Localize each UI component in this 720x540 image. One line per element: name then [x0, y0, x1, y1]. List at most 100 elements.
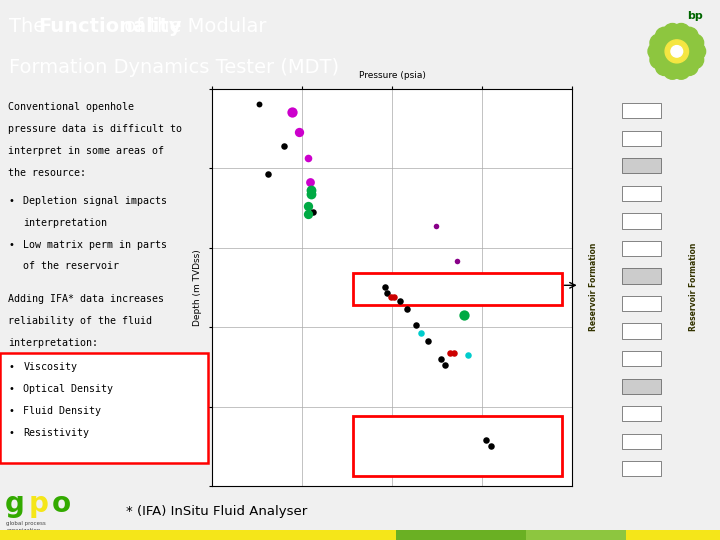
Point [293, 128, 305, 137]
Point [286, 108, 297, 117]
Bar [622, 158, 661, 173]
Text: •: • [9, 362, 14, 372]
Circle shape [672, 24, 690, 41]
Point [480, 436, 492, 444]
Point [462, 350, 474, 359]
Bar [622, 461, 661, 476]
Text: of the Modular: of the Modular [118, 17, 267, 36]
Point [262, 170, 274, 178]
Point [439, 361, 451, 369]
Bar [626, 530, 720, 540]
Point [384, 293, 396, 301]
Text: Low matrix perm in parts: Low matrix perm in parts [23, 240, 167, 249]
Bar [622, 296, 661, 311]
Point [304, 178, 315, 186]
Text: the resource:: the resource: [9, 168, 86, 178]
Point [307, 207, 319, 216]
Point [423, 336, 434, 345]
Text: global process: global process [6, 521, 46, 526]
Text: interpretation: interpretation [23, 218, 107, 228]
Text: pressure data is difficult to: pressure data is difficult to [9, 124, 182, 134]
Text: Adding IFA* data increases: Adding IFA* data increases [9, 294, 164, 304]
Point [389, 293, 400, 301]
Y-axis label: Depth (m TVDss): Depth (m TVDss) [193, 249, 202, 326]
Text: Viscosity: Viscosity [23, 362, 77, 372]
Circle shape [671, 45, 683, 57]
Text: o: o [52, 490, 71, 518]
Bar [622, 131, 661, 146]
Point [394, 297, 405, 306]
Circle shape [650, 51, 668, 69]
Bar [622, 268, 661, 284]
Circle shape [688, 43, 706, 60]
Text: of the reservoir: of the reservoir [23, 261, 120, 272]
Point [485, 442, 497, 450]
Text: g: g [5, 490, 25, 518]
Text: Depletion signal impacts: Depletion signal impacts [23, 196, 167, 206]
Circle shape [663, 62, 681, 79]
Text: The: The [9, 17, 52, 36]
Bar [622, 351, 661, 366]
Text: Optical Density: Optical Density [23, 384, 113, 394]
Bar [622, 103, 661, 118]
Circle shape [672, 62, 690, 79]
Circle shape [680, 58, 698, 76]
Bar [622, 241, 661, 256]
Point [302, 154, 313, 163]
Bar [353, 416, 562, 476]
Circle shape [685, 34, 703, 52]
Point [415, 329, 427, 338]
Circle shape [685, 51, 703, 69]
Point [410, 321, 422, 329]
Text: reliability of the fluid: reliability of the fluid [9, 316, 153, 326]
Text: Resistivity: Resistivity [23, 428, 89, 437]
Point [459, 311, 470, 320]
Point [448, 348, 459, 357]
Text: p: p [29, 490, 49, 518]
Point [279, 142, 290, 151]
Bar [526, 530, 626, 540]
Point [302, 210, 313, 218]
Point [253, 100, 265, 109]
Text: organization: organization [6, 528, 41, 533]
Bar [0, 353, 208, 463]
Text: bp: bp [687, 11, 703, 21]
Bar [622, 323, 661, 339]
Text: Functionality: Functionality [37, 17, 181, 36]
Text: •: • [9, 428, 14, 437]
Text: Reservoir Formation: Reservoir Formation [689, 243, 698, 332]
Circle shape [665, 40, 688, 63]
Point [451, 257, 463, 266]
Text: •: • [9, 406, 14, 416]
Bar [622, 213, 661, 228]
Circle shape [650, 34, 668, 52]
Point [401, 305, 413, 313]
Point [382, 289, 393, 298]
Text: Reservoir Formation: Reservoir Formation [590, 243, 598, 332]
X-axis label: Pressure (psia): Pressure (psia) [359, 71, 426, 80]
Text: •: • [9, 196, 14, 206]
Text: * (IFA) InSitu Fluid Analyser: * (IFA) InSitu Fluid Analyser [126, 505, 307, 518]
Point [435, 354, 446, 363]
Bar [0, 530, 396, 540]
Bar [353, 273, 562, 305]
Text: •: • [9, 240, 14, 249]
Point [305, 190, 317, 198]
Bar [622, 186, 661, 201]
Point [305, 186, 317, 194]
Bar [622, 434, 661, 449]
Point [302, 201, 313, 210]
Bar [622, 379, 661, 394]
Text: interpretation:: interpretation: [9, 338, 99, 348]
Point [430, 221, 441, 230]
Circle shape [655, 58, 673, 76]
Text: Fluid Density: Fluid Density [23, 406, 102, 416]
Bar [396, 530, 526, 540]
Point [379, 283, 391, 292]
Circle shape [655, 28, 673, 45]
Text: Conventional openhole: Conventional openhole [9, 103, 135, 112]
Circle shape [663, 24, 681, 41]
Circle shape [680, 28, 698, 45]
Text: •: • [9, 384, 14, 394]
Bar [622, 406, 661, 421]
